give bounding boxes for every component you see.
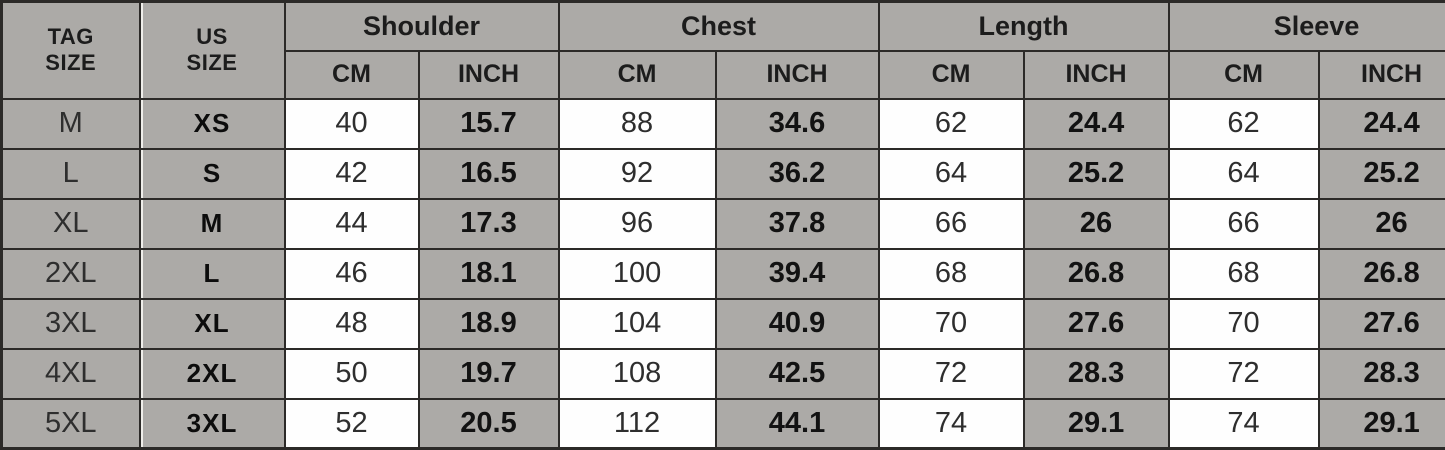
cell-chest-inch: 39.4 (714, 247, 880, 300)
cell-length-cm: 66 (877, 197, 1025, 250)
cell-us-size: XL (138, 297, 286, 350)
cell-chest-inch: 40.9 (714, 297, 880, 350)
cell-chest-cm: 108 (557, 347, 717, 400)
cell-shoulder-inch: 16.5 (417, 147, 560, 200)
cell-us-size: 3XL (138, 397, 286, 450)
cell-shoulder-cm: 40 (283, 97, 420, 150)
cell-sleeve-cm: 70 (1167, 297, 1320, 350)
group-header-sleeve: Sleeve (1167, 0, 1445, 52)
cell-shoulder-inch: 20.5 (417, 397, 560, 450)
size-row-l: L S 42 16.5 92 36.2 64 25.2 64 25.2 (0, 147, 1445, 200)
cell-sleeve-inch: 29.1 (1317, 397, 1445, 450)
cell-length-inch: 28.3 (1022, 347, 1170, 400)
cell-shoulder-cm: 48 (283, 297, 420, 350)
cell-tag-size: 3XL (0, 297, 141, 350)
cell-sleeve-inch: 24.4 (1317, 97, 1445, 150)
cell-length-cm: 62 (877, 97, 1025, 150)
cell-shoulder-cm: 44 (283, 197, 420, 250)
cell-sleeve-cm: 74 (1167, 397, 1320, 450)
cell-shoulder-cm: 42 (283, 147, 420, 200)
cell-length-cm: 68 (877, 247, 1025, 300)
group-header-shoulder: Shoulder (283, 0, 560, 52)
cell-shoulder-inch: 15.7 (417, 97, 560, 150)
cell-length-inch: 29.1 (1022, 397, 1170, 450)
cell-length-cm: 72 (877, 347, 1025, 400)
size-row-m: M XS 40 15.7 88 34.6 62 24.4 62 24.4 (0, 97, 1445, 150)
cell-us-size: L (138, 247, 286, 300)
subheader-length-inch: INCH (1022, 49, 1170, 100)
cell-sleeve-inch: 28.3 (1317, 347, 1445, 400)
cell-chest-cm: 112 (557, 397, 717, 450)
cell-sleeve-inch: 27.6 (1317, 297, 1445, 350)
cell-shoulder-cm: 50 (283, 347, 420, 400)
subheader-chest-cm: CM (557, 49, 717, 100)
subheader-sleeve-cm: CM (1167, 49, 1320, 100)
cell-length-cm: 70 (877, 297, 1025, 350)
cell-length-inch: 24.4 (1022, 97, 1170, 150)
cell-shoulder-inch: 19.7 (417, 347, 560, 400)
cell-chest-inch: 36.2 (714, 147, 880, 200)
size-row-2xl: 2XL L 46 18.1 100 39.4 68 26.8 68 26.8 (0, 247, 1445, 300)
subheader-shoulder-cm: CM (283, 49, 420, 100)
cell-shoulder-inch: 18.9 (417, 297, 560, 350)
cell-length-cm: 64 (877, 147, 1025, 200)
cell-sleeve-inch: 26.8 (1317, 247, 1445, 300)
cell-tag-size: XL (0, 197, 141, 250)
header-row-groups: TAG SIZE US SIZE Shoulder Chest Length S… (0, 0, 1445, 100)
cell-shoulder-inch: 17.3 (417, 197, 560, 250)
cell-sleeve-cm: 64 (1167, 147, 1320, 200)
cell-sleeve-inch: 25.2 (1317, 147, 1445, 200)
cell-shoulder-inch: 18.1 (417, 247, 560, 300)
cell-shoulder-cm: 46 (283, 247, 420, 300)
cell-chest-inch: 37.8 (714, 197, 880, 250)
cell-tag-size: 4XL (0, 347, 141, 400)
size-row-5xl: 5XL 3XL 52 20.5 112 44.1 74 29.1 74 29.1 (0, 397, 1445, 450)
cell-us-size: S (138, 147, 286, 200)
cell-sleeve-cm: 62 (1167, 97, 1320, 150)
subheader-sleeve-inch: INCH (1317, 49, 1445, 100)
subheader-length-cm: CM (877, 49, 1025, 100)
cell-sleeve-cm: 72 (1167, 347, 1320, 400)
cell-length-inch: 27.6 (1022, 297, 1170, 350)
cell-chest-cm: 96 (557, 197, 717, 250)
header-row-units: CM INCH CM INCH CM INCH CM INCH (2, 49, 1445, 100)
cell-tag-size: L (0, 147, 141, 200)
tag-size-header: TAG SIZE (0, 0, 141, 100)
cell-chest-cm: 104 (557, 297, 717, 350)
cell-sleeve-cm: 68 (1167, 247, 1320, 300)
cell-us-size: M (138, 197, 286, 250)
cell-tag-size: 5XL (0, 397, 141, 450)
cell-length-inch: 26 (1022, 197, 1170, 250)
group-header-chest: Chest (557, 0, 880, 52)
cell-length-cm: 74 (877, 397, 1025, 450)
cell-tag-size: 2XL (0, 247, 141, 300)
size-row-3xl: 3XL XL 48 18.9 104 40.9 70 27.6 70 27.6 (0, 297, 1445, 350)
cell-shoulder-cm: 52 (283, 397, 420, 450)
cell-tag-size: M (0, 97, 141, 150)
subheader-chest-inch: INCH (714, 49, 880, 100)
cell-chest-cm: 92 (557, 147, 717, 200)
us-size-header: US SIZE (138, 0, 286, 100)
cell-length-inch: 26.8 (1022, 247, 1170, 300)
cell-chest-cm: 100 (557, 247, 717, 300)
size-row-xl: XL M 44 17.3 96 37.8 66 26 66 26 (0, 197, 1445, 250)
cell-chest-cm: 88 (557, 97, 717, 150)
subheader-shoulder-inch: INCH (417, 49, 560, 100)
cell-length-inch: 25.2 (1022, 147, 1170, 200)
cell-sleeve-cm: 66 (1167, 197, 1320, 250)
size-row-4xl: 4XL 2XL 50 19.7 108 42.5 72 28.3 72 28.3 (0, 347, 1445, 400)
cell-chest-inch: 34.6 (714, 97, 880, 150)
cell-sleeve-inch: 26 (1317, 197, 1445, 250)
cell-chest-inch: 44.1 (714, 397, 880, 450)
cell-chest-inch: 42.5 (714, 347, 880, 400)
cell-us-size: 2XL (138, 347, 286, 400)
cell-us-size: XS (138, 97, 286, 150)
group-header-length: Length (877, 0, 1170, 52)
